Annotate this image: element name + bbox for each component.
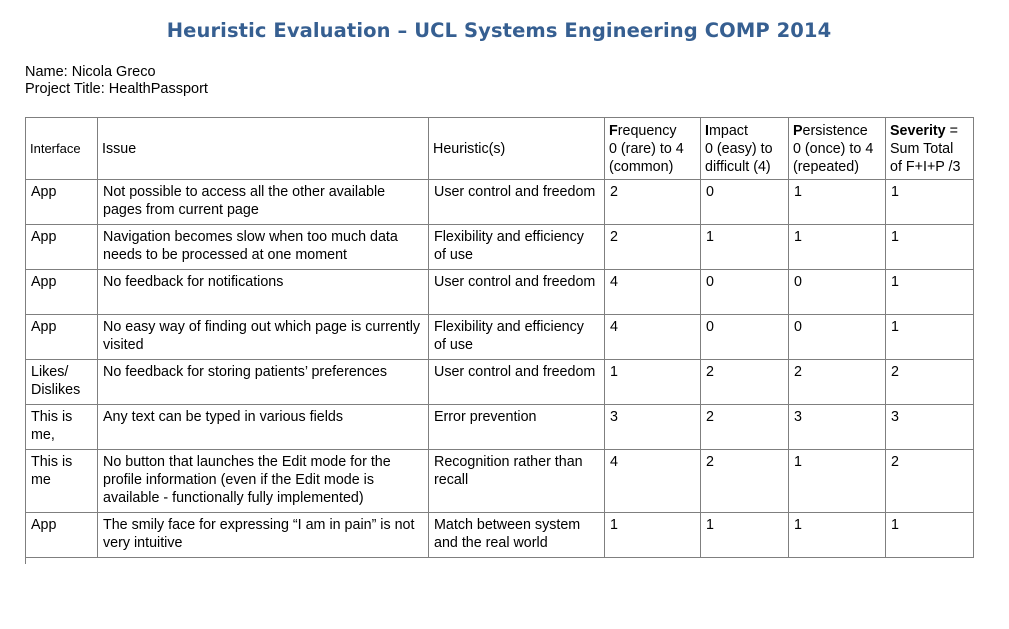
- project-title: Project Title: HealthPassport: [25, 81, 208, 97]
- cell-heuristic: Flexibility and efficiency of use: [428, 224, 605, 270]
- cell-interface: App: [25, 224, 98, 270]
- header-severity-equals: =: [945, 122, 958, 139]
- cell-impact: 2: [700, 359, 789, 405]
- header-impact-scale-end: difficult (4): [705, 158, 771, 175]
- cell-issue: Not possible to access all the other ava…: [97, 179, 429, 225]
- cell-persistence: 2: [788, 359, 886, 405]
- table-row: App The smily face for expressing “I am …: [25, 512, 974, 558]
- header-frequency-initial: F: [609, 122, 618, 139]
- cell-heuristic: Error prevention: [428, 404, 605, 450]
- header-frequency-rest: requency: [617, 122, 677, 139]
- cell-persistence: 0: [788, 314, 886, 360]
- header-severity-label: Severity: [890, 122, 946, 139]
- cell-severity: 3: [885, 404, 974, 450]
- header-impact-initial: I: [705, 122, 709, 139]
- cell-persistence: 1: [788, 224, 886, 270]
- cell-issue: No button that launches the Edit mode fo…: [97, 449, 429, 513]
- table-continuation-mark: [25, 558, 26, 564]
- cell-impact: 1: [700, 224, 789, 270]
- header-persistence-initial: P: [793, 122, 803, 139]
- cell-persistence: 0: [788, 269, 886, 315]
- cell-severity: 2: [885, 359, 974, 405]
- cell-severity: 1: [885, 512, 974, 558]
- header-persistence-scale-end: (repeated): [793, 158, 859, 175]
- cell-severity: 1: [885, 314, 974, 360]
- header-persistence-scale: 0 (once) to 4: [793, 140, 874, 157]
- heuristic-evaluation-table: Interface Issue Heuristic(s) Frequency 0…: [25, 117, 974, 558]
- table-row: App Not possible to access all the other…: [25, 179, 974, 225]
- cell-frequency: 4: [604, 314, 701, 360]
- header-impact-rest: mpact: [708, 122, 748, 139]
- cell-frequency: 1: [604, 512, 701, 558]
- header-severity: Severity = Sum Total of F+I+P /3: [885, 117, 974, 180]
- table-row: This is me, Any text can be typed in var…: [25, 404, 974, 450]
- cell-heuristic: User control and freedom: [428, 179, 605, 225]
- cell-interface: This is me,: [25, 404, 98, 450]
- cell-frequency: 4: [604, 269, 701, 315]
- cell-frequency: 3: [604, 404, 701, 450]
- cell-impact: 2: [700, 404, 789, 450]
- cell-impact: 1: [700, 512, 789, 558]
- cell-heuristic: User control and freedom: [428, 359, 605, 405]
- cell-interface: App: [25, 314, 98, 360]
- cell-impact: 0: [700, 179, 789, 225]
- table-header-row: Interface Issue Heuristic(s) Frequency 0…: [25, 117, 974, 180]
- cell-interface: Likes/ Dislikes: [25, 359, 98, 405]
- table-row: App Navigation becomes slow when too muc…: [25, 224, 974, 270]
- page-title: Heuristic Evaluation – UCL Systems Engin…: [166, 19, 832, 42]
- cell-persistence: 1: [788, 512, 886, 558]
- cell-heuristic: Recognition rather than recall: [428, 449, 605, 513]
- cell-severity: 2: [885, 449, 974, 513]
- table-row: This is me No button that launches the E…: [25, 449, 974, 513]
- cell-severity: 1: [885, 179, 974, 225]
- header-persistence: Persistence 0 (once) to 4 (repeated): [788, 117, 886, 180]
- cell-interface: App: [25, 179, 98, 225]
- header-severity-formula-end: of F+I+P /3: [890, 158, 961, 175]
- cell-interface: App: [25, 269, 98, 315]
- header-persistence-rest: ersistence: [802, 122, 868, 139]
- header-frequency-scale: 0 (rare) to 4: [609, 140, 684, 157]
- cell-issue: The smily face for expressing “I am in p…: [97, 512, 429, 558]
- header-issue: Issue: [97, 117, 429, 180]
- cell-impact: 0: [700, 269, 789, 315]
- header-severity-formula: Sum Total: [890, 140, 954, 157]
- cell-issue: No feedback for storing patients’ prefer…: [97, 359, 429, 405]
- cell-issue: Navigation becomes slow when too much da…: [97, 224, 429, 270]
- cell-impact: 2: [700, 449, 789, 513]
- cell-severity: 1: [885, 224, 974, 270]
- cell-interface: App: [25, 512, 98, 558]
- document-meta: Name: Nicola Greco Project Title: Health…: [25, 64, 208, 98]
- header-interface: Interface: [25, 117, 98, 180]
- cell-impact: 0: [700, 314, 789, 360]
- cell-issue: Any text can be typed in various fields: [97, 404, 429, 450]
- cell-issue: No feedback for notifications: [97, 269, 429, 315]
- cell-heuristic: Match between system and the real world: [428, 512, 605, 558]
- header-impact: Impact 0 (easy) to difficult (4): [700, 117, 789, 180]
- cell-frequency: 2: [604, 179, 701, 225]
- cell-frequency: 1: [604, 359, 701, 405]
- header-frequency: Frequency 0 (rare) to 4 (common): [604, 117, 701, 180]
- cell-persistence: 1: [788, 449, 886, 513]
- header-heuristic: Heuristic(s): [428, 117, 605, 180]
- table-row: Likes/ Dislikes No feedback for storing …: [25, 359, 974, 405]
- header-impact-scale: 0 (easy) to: [705, 140, 773, 157]
- cell-frequency: 2: [604, 224, 701, 270]
- cell-persistence: 1: [788, 179, 886, 225]
- cell-frequency: 4: [604, 449, 701, 513]
- cell-persistence: 3: [788, 404, 886, 450]
- table-row: App No feedback for notifications User c…: [25, 269, 974, 315]
- cell-heuristic: User control and freedom: [428, 269, 605, 315]
- table-row: App No easy way of finding out which pag…: [25, 314, 974, 360]
- cell-severity: 1: [885, 269, 974, 315]
- cell-heuristic: Flexibility and efficiency of use: [428, 314, 605, 360]
- student-name: Name: Nicola Greco: [25, 64, 156, 80]
- cell-issue: No easy way of finding out which page is…: [97, 314, 429, 360]
- cell-interface: This is me: [25, 449, 98, 513]
- header-frequency-scale-end: (common): [609, 158, 674, 175]
